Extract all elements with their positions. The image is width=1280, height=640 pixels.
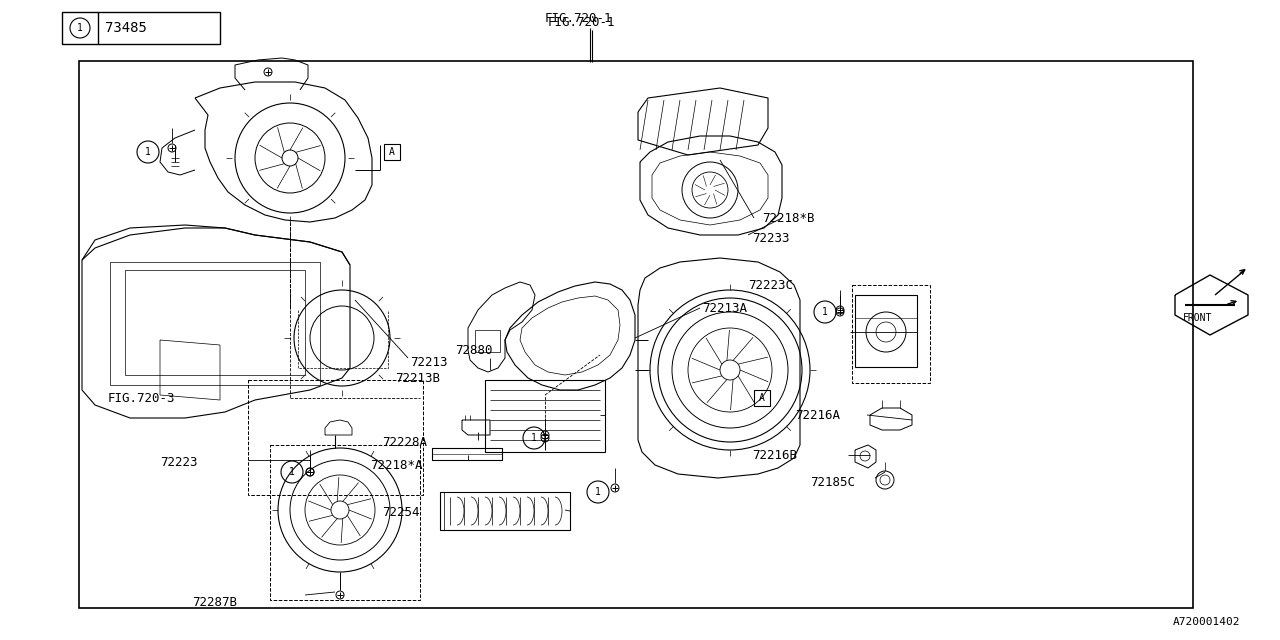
Bar xyxy=(475,330,500,352)
Text: 72216B: 72216B xyxy=(753,449,797,461)
Text: 72213A: 72213A xyxy=(701,301,748,314)
Bar xyxy=(440,492,444,530)
Bar xyxy=(440,492,570,530)
Text: A: A xyxy=(389,147,396,157)
Text: A720001402: A720001402 xyxy=(1172,617,1240,627)
Text: 72233: 72233 xyxy=(753,232,790,244)
Text: 72223: 72223 xyxy=(160,456,197,468)
Text: FIG.720-3: FIG.720-3 xyxy=(108,392,175,404)
Bar xyxy=(485,380,605,452)
Bar xyxy=(855,295,916,367)
Text: FIG.720-1: FIG.720-1 xyxy=(545,12,613,24)
Text: FIG.720-1: FIG.720-1 xyxy=(548,15,616,29)
Text: 73485: 73485 xyxy=(105,21,147,35)
Text: A: A xyxy=(759,393,765,403)
Text: 72218*B: 72218*B xyxy=(762,211,814,225)
Text: 1: 1 xyxy=(531,433,536,443)
Text: 1: 1 xyxy=(595,487,600,497)
Text: 72185C: 72185C xyxy=(810,476,855,488)
Bar xyxy=(61,12,220,44)
Text: 72880: 72880 xyxy=(454,344,493,356)
Bar xyxy=(384,144,399,160)
Text: 72213: 72213 xyxy=(410,355,448,369)
Text: 72216A: 72216A xyxy=(795,408,840,422)
Bar xyxy=(248,380,422,495)
Text: 1: 1 xyxy=(77,23,83,33)
Bar xyxy=(79,61,1193,608)
Text: 1: 1 xyxy=(145,147,151,157)
Text: 72218*A: 72218*A xyxy=(370,458,422,472)
Bar xyxy=(270,445,420,600)
Text: 1: 1 xyxy=(289,467,294,477)
Text: 72223C: 72223C xyxy=(748,278,794,291)
Text: FRONT: FRONT xyxy=(1183,313,1212,323)
Bar xyxy=(852,285,931,383)
Text: 72254: 72254 xyxy=(381,506,420,518)
Text: 1: 1 xyxy=(822,307,828,317)
Text: 72228A: 72228A xyxy=(381,435,428,449)
Text: 72287B: 72287B xyxy=(192,595,237,609)
Text: 72213B: 72213B xyxy=(396,371,440,385)
Bar xyxy=(754,390,771,406)
